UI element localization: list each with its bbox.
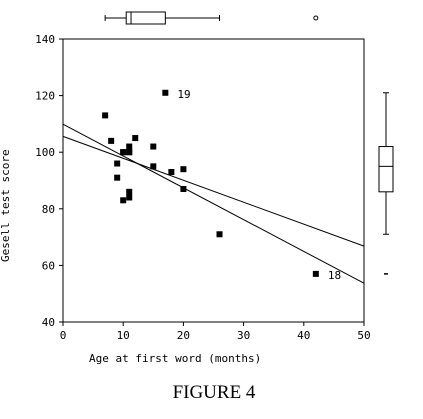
x-marginal-boxplot: [104, 11, 319, 25]
x-axis-label: Age at first word (months): [89, 352, 261, 365]
y-axis-label: Gesell test score: [0, 149, 12, 262]
y-box-iqr: [378, 146, 394, 193]
x-tick-label: 40: [297, 329, 310, 342]
data-points: [102, 89, 319, 277]
data-point: [150, 143, 157, 150]
data-point: [120, 197, 127, 204]
y-axis-ticks: 40 60 80 100 120 140: [35, 33, 63, 329]
x-tick-label: 0: [60, 329, 67, 342]
y-marginal-boxplot: [378, 92, 394, 275]
data-point: [168, 169, 175, 176]
y-tick-label: 140: [35, 33, 55, 46]
data-point: [180, 185, 187, 192]
x-tick-label: 50: [357, 329, 370, 342]
data-point: [180, 166, 187, 173]
y-tick-label: 100: [35, 146, 55, 159]
y-tick-label: 40: [42, 316, 55, 329]
point-label: 19: [177, 88, 190, 101]
data-point: [162, 89, 169, 96]
y-tick-label: 80: [42, 203, 55, 216]
data-point: [102, 112, 109, 119]
regression-line: [62, 135, 365, 247]
data-point: [126, 149, 133, 156]
x-tick-label: 30: [237, 329, 250, 342]
data-point: [132, 135, 139, 142]
x-box-iqr: [125, 11, 166, 25]
x-tick-label: 10: [117, 329, 130, 342]
data-point: [126, 143, 133, 150]
point-label: 18: [328, 269, 341, 282]
regression-line: [62, 123, 365, 284]
x-tick-label: 20: [177, 329, 190, 342]
x-axis-ticks: 0 10 20 30 40 50: [60, 322, 371, 342]
figure-caption: FIGURE 4: [173, 382, 256, 403]
data-point: [150, 163, 157, 170]
x-box-outlier: [313, 15, 319, 21]
data-point: [312, 270, 319, 277]
y-tick-label: 60: [42, 259, 55, 272]
y-tick-label: 120: [35, 90, 55, 103]
regression-lines: [62, 123, 365, 284]
data-point: [126, 194, 133, 201]
data-point: [126, 188, 133, 195]
data-point: [114, 174, 121, 181]
data-point: [114, 160, 121, 167]
plot-frame: [62, 38, 365, 323]
data-point: [216, 231, 223, 238]
data-point: [120, 149, 127, 156]
data-point: [108, 137, 115, 144]
